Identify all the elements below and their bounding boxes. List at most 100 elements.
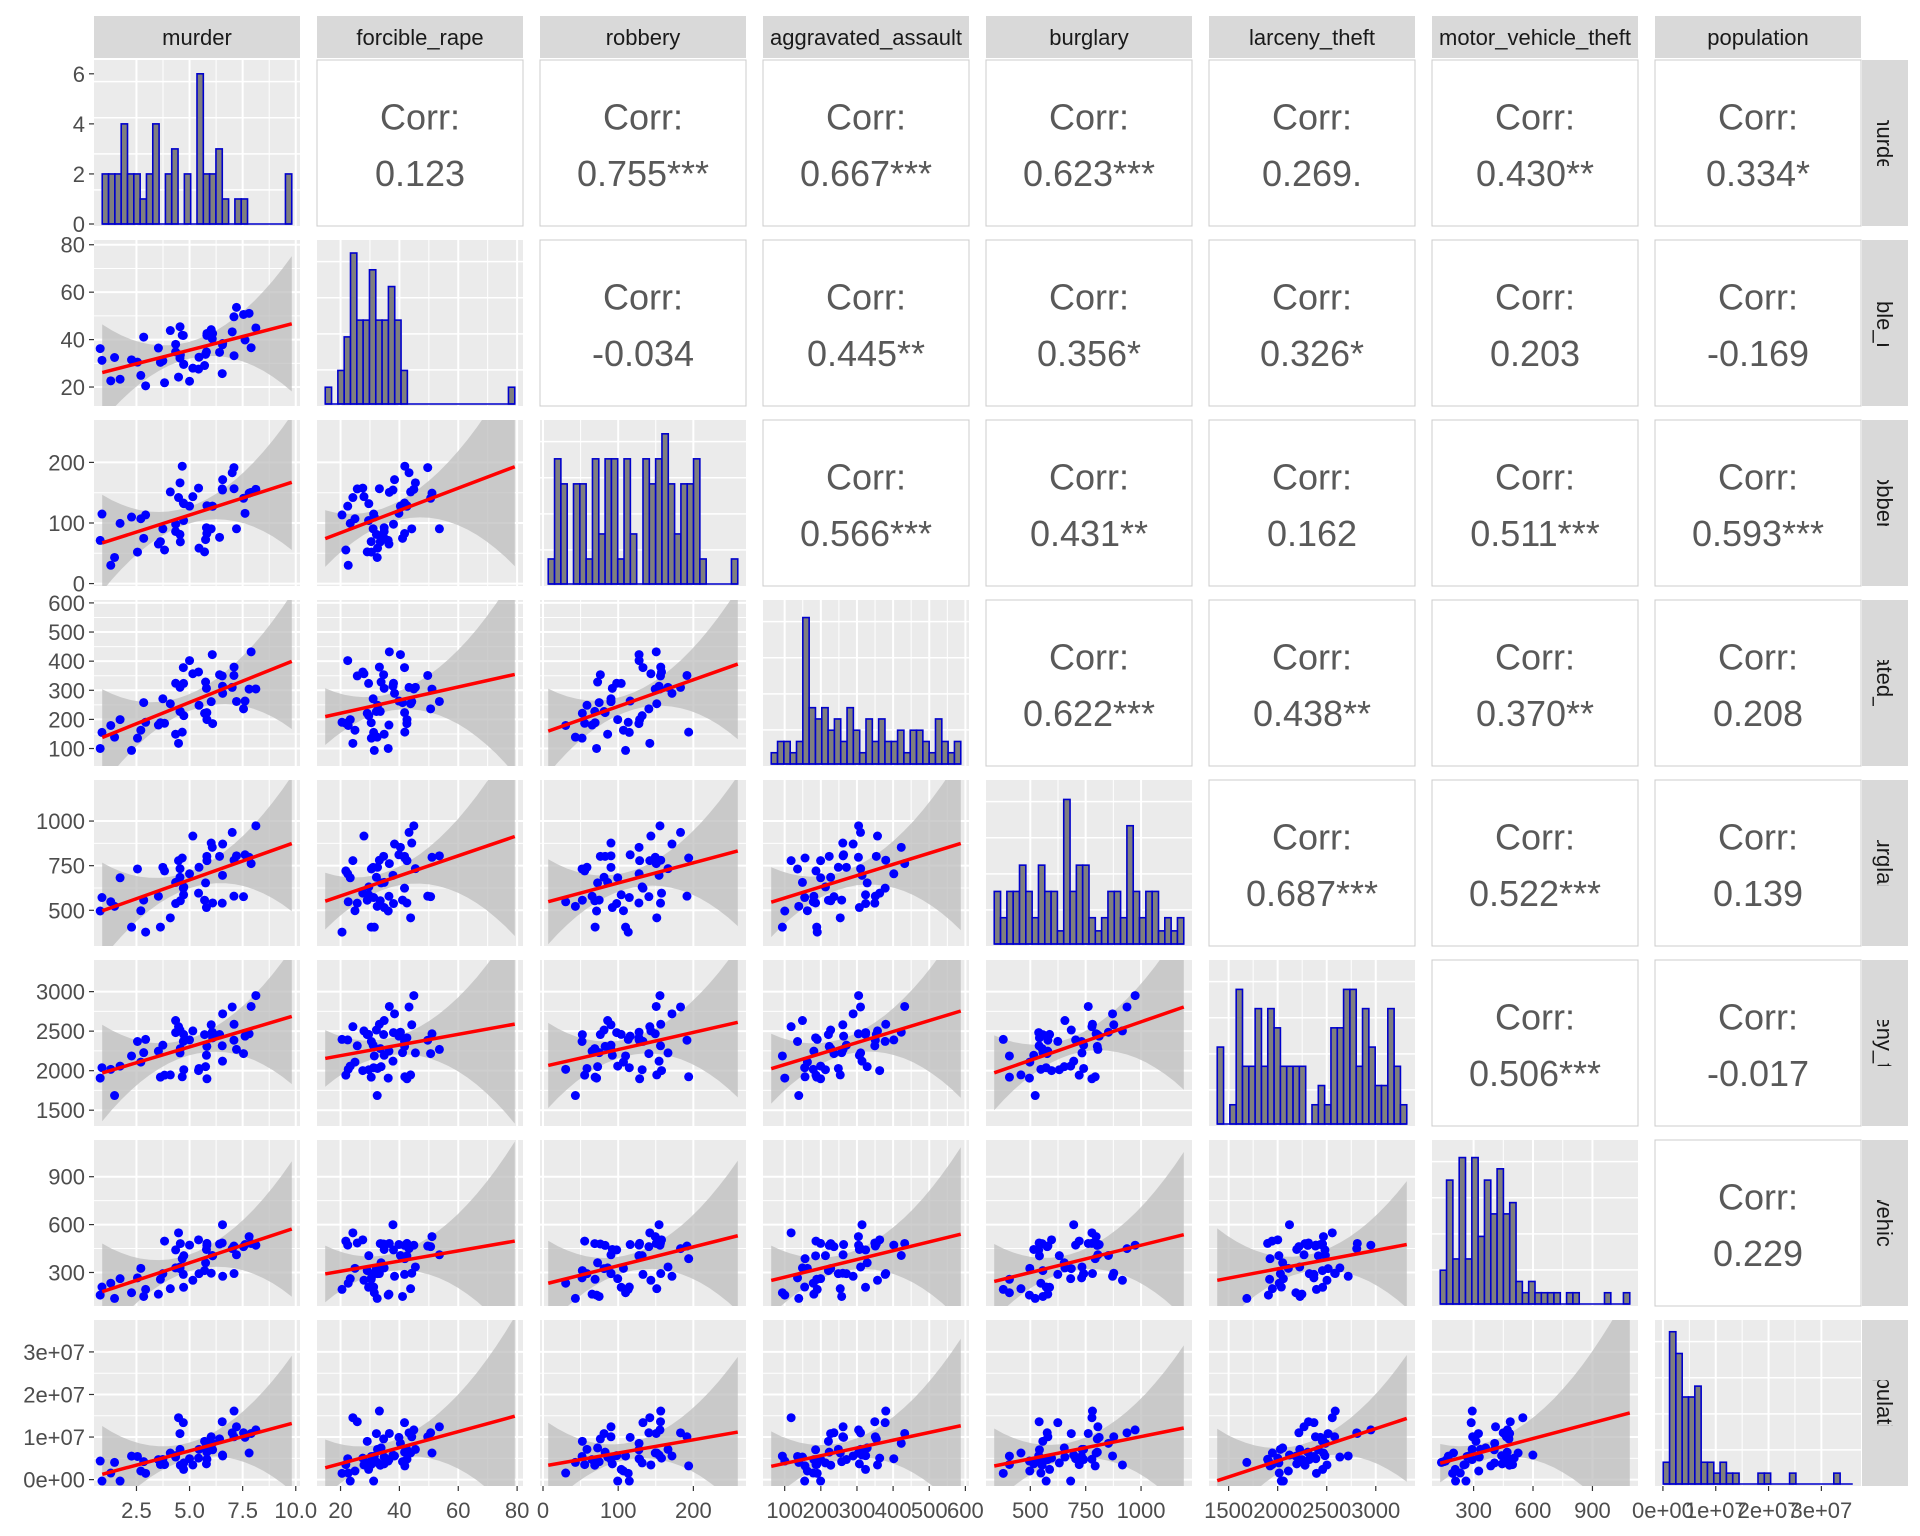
data-point bbox=[592, 743, 602, 753]
histogram-bar bbox=[101, 173, 110, 225]
histogram-bar bbox=[591, 458, 600, 585]
data-point bbox=[404, 682, 414, 692]
data-point bbox=[561, 1468, 571, 1478]
data-point bbox=[177, 461, 187, 471]
data-point bbox=[229, 484, 239, 494]
data-point bbox=[409, 991, 419, 1001]
data-point bbox=[388, 485, 398, 495]
strip-murder bbox=[94, 16, 300, 58]
histogram-bar bbox=[1037, 864, 1046, 945]
data-point bbox=[132, 547, 142, 557]
data-point bbox=[684, 727, 694, 737]
data-point bbox=[800, 1461, 810, 1471]
data-point bbox=[651, 1428, 661, 1438]
data-point bbox=[856, 1048, 866, 1058]
x-tick-label: 100 bbox=[600, 1498, 637, 1523]
data-point bbox=[127, 922, 137, 932]
data-point bbox=[208, 898, 218, 908]
data-point bbox=[896, 1251, 906, 1261]
data-point bbox=[194, 888, 204, 898]
row-strip-bg bbox=[1862, 780, 1908, 946]
histogram-bar bbox=[941, 740, 949, 765]
data-point bbox=[595, 1434, 605, 1444]
data-point bbox=[1313, 1251, 1323, 1261]
data-point bbox=[136, 514, 146, 524]
data-point bbox=[240, 508, 250, 518]
row-strip-bg bbox=[1862, 600, 1908, 766]
histogram-bar bbox=[202, 173, 211, 225]
strip-robbery bbox=[540, 16, 746, 58]
data-point bbox=[95, 1073, 105, 1083]
data-point bbox=[606, 1020, 616, 1030]
x-tick-label: 900 bbox=[1574, 1498, 1611, 1523]
data-point bbox=[621, 1451, 631, 1461]
data-point bbox=[1109, 1432, 1119, 1442]
panel-larceny-theft-vs-burglary bbox=[986, 960, 1192, 1126]
data-point bbox=[880, 1036, 890, 1046]
data-point bbox=[115, 715, 125, 725]
panel-forcible-rape-vs-forcible-rape bbox=[317, 240, 523, 406]
x-tick-label: 750 bbox=[1067, 1498, 1104, 1523]
regression-line bbox=[993, 1005, 1185, 1075]
histogram-bar bbox=[871, 740, 880, 765]
data-point bbox=[376, 677, 386, 687]
data-point bbox=[880, 1418, 890, 1428]
histogram-bar bbox=[795, 740, 804, 765]
data-point bbox=[663, 1262, 673, 1272]
histogram-bar bbox=[890, 740, 899, 765]
histogram-bar bbox=[1062, 798, 1071, 945]
histogram-bar bbox=[139, 198, 148, 225]
data-point bbox=[231, 302, 241, 312]
data-point bbox=[900, 1001, 910, 1011]
data-point bbox=[645, 1413, 655, 1423]
x-tick-label: 1500 bbox=[1204, 1498, 1253, 1523]
data-point bbox=[160, 545, 170, 555]
data-point bbox=[179, 1282, 189, 1292]
data-point bbox=[194, 1235, 204, 1245]
data-point bbox=[838, 1250, 848, 1260]
data-point bbox=[202, 856, 212, 866]
data-point bbox=[337, 927, 347, 937]
histogram-bar bbox=[1603, 1291, 1612, 1305]
data-point bbox=[239, 309, 249, 319]
histogram-bar bbox=[356, 319, 364, 405]
data-point bbox=[1053, 1036, 1063, 1046]
histogram-bar bbox=[1374, 1084, 1383, 1125]
corr-value: 0.511*** bbox=[1470, 513, 1599, 554]
data-point bbox=[364, 1251, 374, 1261]
row-strip-bg bbox=[1862, 1140, 1908, 1306]
histogram-bar bbox=[953, 740, 962, 765]
data-point bbox=[110, 552, 120, 562]
data-point bbox=[246, 647, 256, 657]
data-point bbox=[606, 1269, 616, 1279]
data-point bbox=[177, 1461, 187, 1471]
histogram-bar bbox=[1323, 1103, 1332, 1125]
corr-label: Corr: bbox=[1718, 637, 1798, 678]
data-point bbox=[593, 1062, 603, 1072]
data-point bbox=[115, 873, 125, 883]
row-strip-population: population bbox=[1862, 1320, 1908, 1486]
data-point bbox=[654, 1450, 664, 1460]
data-point bbox=[348, 738, 358, 748]
data-point bbox=[337, 510, 347, 520]
data-point bbox=[141, 1284, 151, 1294]
data-point bbox=[359, 831, 369, 841]
histogram-bar bbox=[654, 458, 663, 585]
data-point bbox=[136, 725, 146, 735]
data-point bbox=[106, 376, 116, 386]
regression-line bbox=[1216, 1242, 1408, 1283]
strip-forcible-rape bbox=[317, 16, 523, 58]
data-point bbox=[175, 706, 185, 716]
data-point bbox=[141, 381, 151, 391]
data-point bbox=[374, 1019, 384, 1029]
data-point bbox=[110, 1457, 120, 1467]
histogram-bar bbox=[221, 198, 230, 225]
data-point bbox=[364, 678, 374, 688]
histogram-bar bbox=[1477, 1235, 1486, 1305]
data-point bbox=[1091, 1448, 1101, 1458]
data-point bbox=[201, 1258, 211, 1268]
data-point bbox=[188, 669, 198, 679]
histogram-bar bbox=[1763, 1472, 1772, 1485]
data-point bbox=[179, 359, 189, 369]
data-point bbox=[115, 518, 125, 528]
